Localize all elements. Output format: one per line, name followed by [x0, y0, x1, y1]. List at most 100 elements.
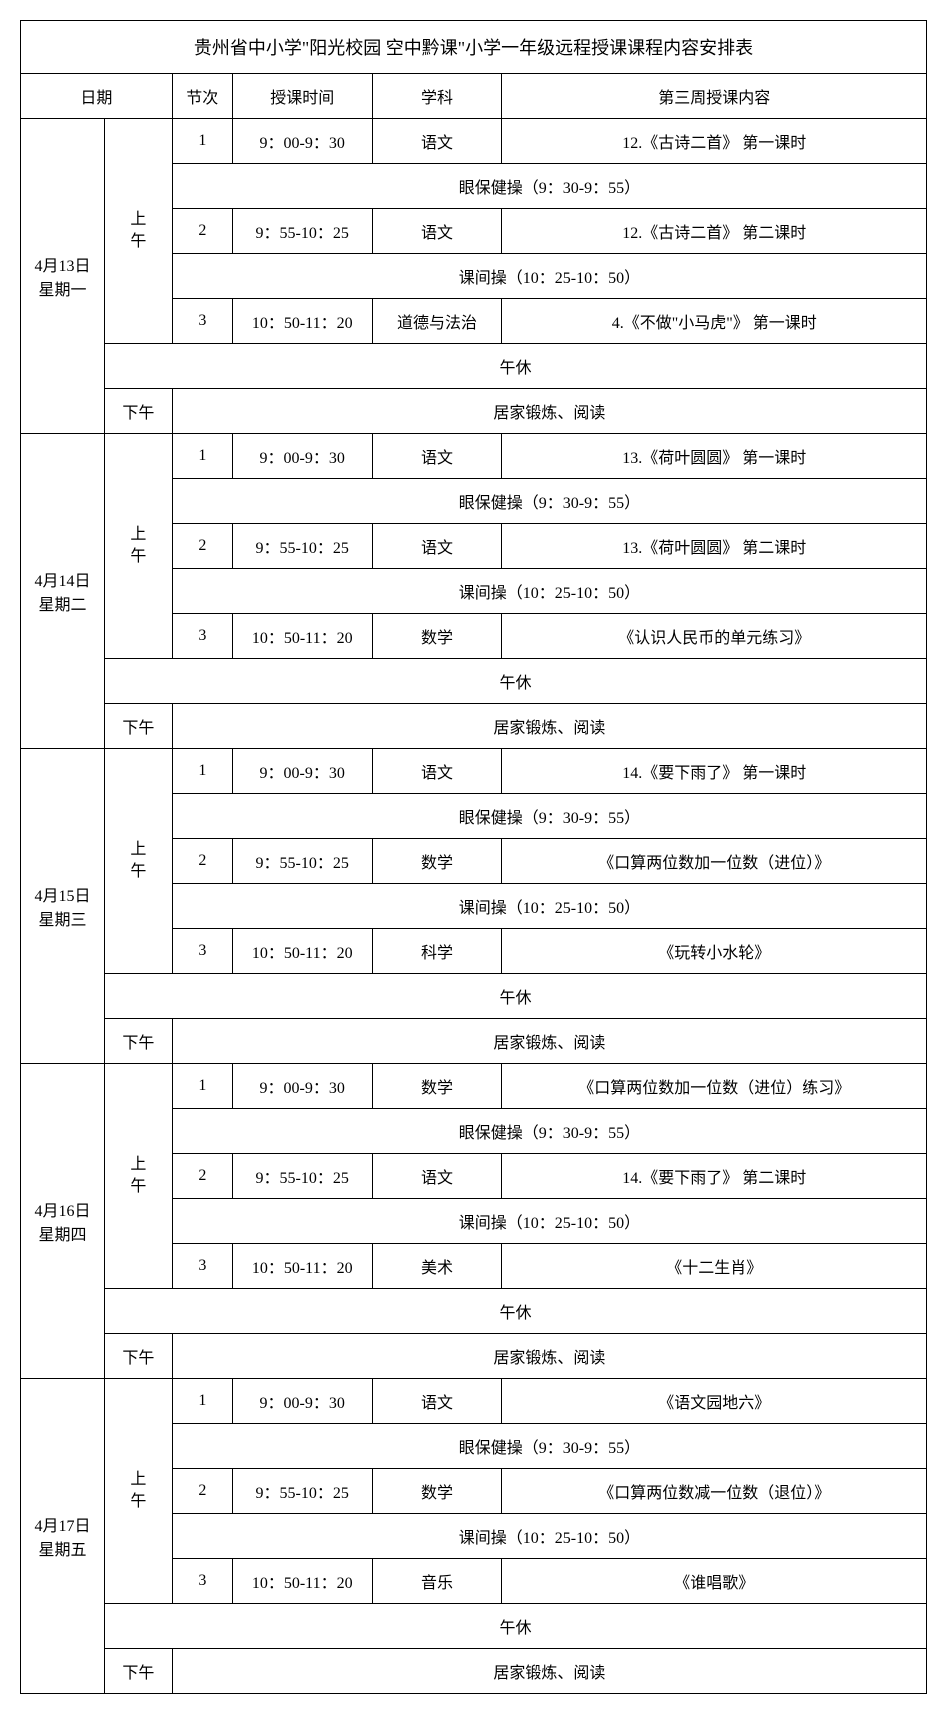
time-slot: 9：55-10：25 — [232, 839, 372, 884]
subject-cell: 语文 — [372, 749, 502, 794]
subject-cell: 语文 — [372, 209, 502, 254]
time-slot: 10：50-11：20 — [232, 614, 372, 659]
period-number: 1 — [172, 1379, 232, 1424]
period-number: 2 — [172, 209, 232, 254]
content-cell: 《口算两位数减一位数（退位）》 — [502, 1469, 927, 1514]
period-number: 1 — [172, 749, 232, 794]
eye-break-row: 眼保健操（9：30-9：55） — [172, 794, 926, 839]
subject-cell: 语文 — [372, 119, 502, 164]
time-slot: 9：55-10：25 — [232, 1154, 372, 1199]
date-cell: 4月16日星期四 — [21, 1064, 105, 1379]
content-cell: 12.《古诗二首》 第二课时 — [502, 209, 927, 254]
eye-break-row: 眼保健操（9：30-9：55） — [172, 1424, 926, 1469]
date-text: 4月16日 — [25, 1197, 100, 1221]
subject-cell: 音乐 — [372, 1559, 502, 1604]
content-cell: 《十二生肖》 — [502, 1244, 927, 1289]
time-slot: 9：00-9：30 — [232, 749, 372, 794]
content-cell: 《谁唱歌》 — [502, 1559, 927, 1604]
period-number: 3 — [172, 1244, 232, 1289]
period-number: 3 — [172, 1559, 232, 1604]
session-morning: 上午 — [104, 1379, 172, 1604]
content-cell: 《语文园地六》 — [502, 1379, 927, 1424]
class-break-row: 课间操（10：25-10：50） — [172, 1199, 926, 1244]
session-afternoon: 下午 — [104, 1649, 172, 1694]
content-cell: 《玩转小水轮》 — [502, 929, 927, 974]
session-morning: 上午 — [104, 434, 172, 659]
time-slot: 9：55-10：25 — [232, 209, 372, 254]
period-number: 2 — [172, 839, 232, 884]
date-text: 4月15日 — [25, 882, 100, 906]
session-afternoon: 下午 — [104, 1019, 172, 1064]
date-text: 4月14日 — [25, 567, 100, 591]
header-period: 节次 — [172, 74, 232, 119]
class-break-row: 课间操（10：25-10：50） — [172, 1514, 926, 1559]
content-cell: 13.《荷叶圆圆》 第一课时 — [502, 434, 927, 479]
date-cell: 4月14日星期二 — [21, 434, 105, 749]
eye-break-row: 眼保健操（9：30-9：55） — [172, 1109, 926, 1154]
subject-cell: 科学 — [372, 929, 502, 974]
session-morning: 上午 — [104, 1064, 172, 1289]
time-slot: 9：55-10：25 — [232, 1469, 372, 1514]
time-slot: 10：50-11：20 — [232, 1244, 372, 1289]
header-time: 授课时间 — [232, 74, 372, 119]
content-cell: 13.《荷叶圆圆》 第二课时 — [502, 524, 927, 569]
date-cell: 4月15日星期三 — [21, 749, 105, 1064]
time-slot: 10：50-11：20 — [232, 929, 372, 974]
subject-cell: 语文 — [372, 434, 502, 479]
header-subject: 学科 — [372, 74, 502, 119]
content-cell: 《认识人民币的单元练习》 — [502, 614, 927, 659]
subject-cell: 美术 — [372, 1244, 502, 1289]
header-date: 日期 — [21, 74, 173, 119]
class-break-row: 课间操（10：25-10：50） — [172, 569, 926, 614]
noon-rest-row: 午休 — [104, 659, 926, 704]
session-afternoon: 下午 — [104, 1334, 172, 1379]
date-text: 4月13日 — [25, 252, 100, 276]
home-activity-row: 居家锻炼、阅读 — [172, 1019, 926, 1064]
schedule-table: 贵州省中小学"阳光校园 空中黔课"小学一年级远程授课课程内容安排表日期节次授课时… — [20, 20, 927, 1694]
date-text: 4月17日 — [25, 1512, 100, 1536]
period-number: 3 — [172, 929, 232, 974]
home-activity-row: 居家锻炼、阅读 — [172, 389, 926, 434]
noon-rest-row: 午休 — [104, 1604, 926, 1649]
table-title: 贵州省中小学"阳光校园 空中黔课"小学一年级远程授课课程内容安排表 — [21, 21, 927, 74]
period-number: 1 — [172, 119, 232, 164]
noon-rest-row: 午休 — [104, 1289, 926, 1334]
subject-cell: 道德与法治 — [372, 299, 502, 344]
session-morning: 上午 — [104, 749, 172, 974]
content-cell: 14.《要下雨了》 第一课时 — [502, 749, 927, 794]
period-number: 2 — [172, 1469, 232, 1514]
content-cell: 12.《古诗二首》 第一课时 — [502, 119, 927, 164]
time-slot: 10：50-11：20 — [232, 1559, 372, 1604]
period-number: 3 — [172, 299, 232, 344]
weekday-text: 星期一 — [25, 276, 100, 300]
time-slot: 9：00-9：30 — [232, 119, 372, 164]
content-cell: 14.《要下雨了》 第二课时 — [502, 1154, 927, 1199]
period-number: 1 — [172, 434, 232, 479]
session-afternoon: 下午 — [104, 704, 172, 749]
class-break-row: 课间操（10：25-10：50） — [172, 254, 926, 299]
time-slot: 9：00-9：30 — [232, 1379, 372, 1424]
subject-cell: 数学 — [372, 1064, 502, 1109]
time-slot: 9：00-9：30 — [232, 1064, 372, 1109]
subject-cell: 数学 — [372, 614, 502, 659]
date-cell: 4月17日星期五 — [21, 1379, 105, 1694]
subject-cell: 语文 — [372, 1379, 502, 1424]
weekday-text: 星期四 — [25, 1221, 100, 1245]
weekday-text: 星期二 — [25, 591, 100, 615]
content-cell: 《口算两位数加一位数（进位）练习》 — [502, 1064, 927, 1109]
subject-cell: 语文 — [372, 524, 502, 569]
period-number: 2 — [172, 1154, 232, 1199]
eye-break-row: 眼保健操（9：30-9：55） — [172, 164, 926, 209]
content-cell: 4.《不做"小马虎"》 第一课时 — [502, 299, 927, 344]
home-activity-row: 居家锻炼、阅读 — [172, 1649, 926, 1694]
session-morning: 上午 — [104, 119, 172, 344]
time-slot: 9：00-9：30 — [232, 434, 372, 479]
weekday-text: 星期五 — [25, 1536, 100, 1560]
class-break-row: 课间操（10：25-10：50） — [172, 884, 926, 929]
subject-cell: 数学 — [372, 839, 502, 884]
date-cell: 4月13日星期一 — [21, 119, 105, 434]
header-content: 第三周授课内容 — [502, 74, 927, 119]
weekday-text: 星期三 — [25, 906, 100, 930]
period-number: 2 — [172, 524, 232, 569]
subject-cell: 语文 — [372, 1154, 502, 1199]
